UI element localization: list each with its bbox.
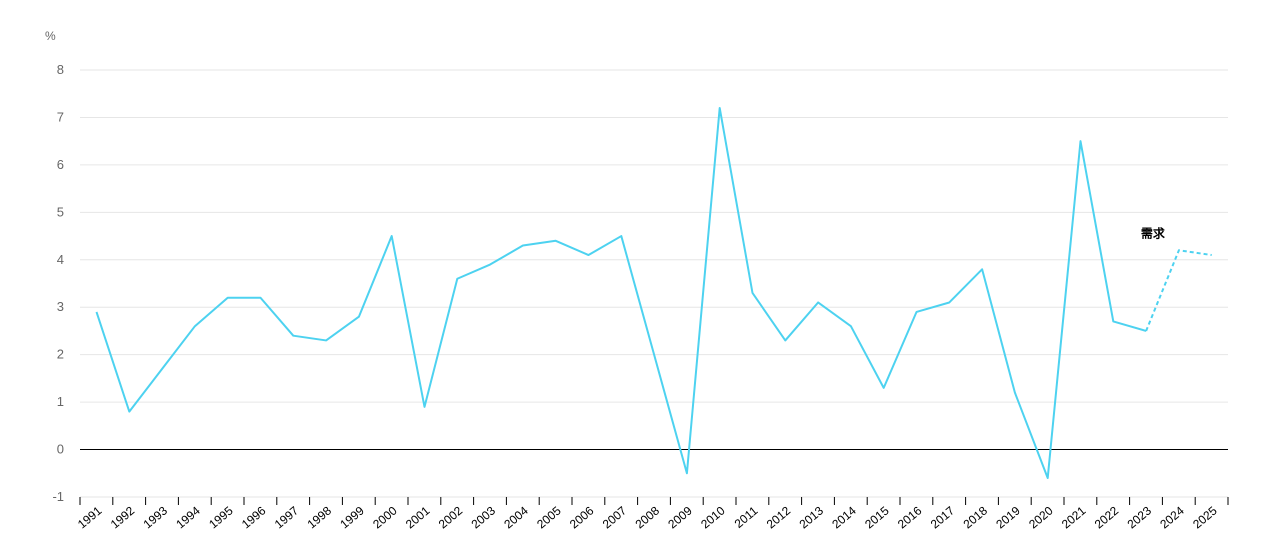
x-tick-label: 2015 (862, 503, 892, 531)
series-line-forecast (1145, 249, 1212, 332)
x-tick-label: 1994 (173, 503, 203, 531)
x-tick-label: 1993 (141, 503, 171, 531)
x-tick-label: 2006 (567, 503, 597, 531)
x-tick-label: 1995 (206, 503, 236, 531)
x-tick-label: 2011 (732, 503, 761, 531)
annotation-label: 需求 (1141, 225, 1166, 240)
series-line (95, 106, 1147, 480)
x-tick-label: 2004 (501, 503, 531, 531)
x-tick-label: 1991 (75, 503, 105, 531)
x-tick-label: 1992 (108, 503, 138, 531)
x-tick-label: 2018 (961, 503, 991, 531)
y-tick-label: 0 (57, 442, 64, 457)
x-axis: 1991 1992 1993 1994 1995 1996 1997 1998 1999 2000… (75, 497, 1229, 531)
x-tick-label: 1997 (272, 503, 302, 531)
x-tick-label: 1996 (239, 503, 269, 531)
x-tick-label: 2020 (1026, 503, 1056, 531)
x-tick-label: 2016 (895, 503, 925, 531)
x-tick-label: 2014 (829, 503, 859, 531)
y-tick-label: 5 (57, 204, 64, 219)
x-tick-label: 2009 (665, 503, 695, 531)
x-tick-label: 2003 (469, 503, 499, 531)
x-tick-label: 2013 (797, 503, 827, 531)
x-tick-label: 1999 (337, 503, 367, 531)
x-tick-label: 2001 (403, 503, 433, 531)
y-tick-label: 6 (57, 157, 64, 172)
y-tick-label: 8 (57, 62, 64, 77)
x-tick-label: 2021 (1059, 503, 1089, 531)
y-axis: -1 0 1 2 3 4 5 6 7 8 (52, 62, 64, 504)
y-tick-label: 7 (57, 109, 64, 124)
x-tick-label: 2019 (993, 503, 1023, 531)
x-tick-label: 2025 (1190, 503, 1220, 531)
x-tick-label: 2002 (436, 503, 466, 531)
x-tick-label: 2008 (633, 503, 663, 531)
x-tick-label: 2010 (698, 503, 728, 531)
x-tick-label: 2007 (600, 503, 630, 531)
x-tick-label: 2022 (1092, 503, 1122, 531)
y-tick-label: 3 (57, 299, 64, 314)
x-tick-label: 2023 (1125, 503, 1155, 531)
x-tick-label: 2017 (928, 503, 958, 531)
y-tick-label: 2 (57, 347, 64, 362)
annotations-group: 需求 (1141, 225, 1166, 240)
x-tick-label: 2005 (534, 503, 564, 531)
grid-lines (80, 69, 1228, 498)
series-group (95, 106, 1212, 480)
y-tick-label: 4 (57, 252, 64, 267)
y-tick-label: 1 (57, 394, 64, 409)
y-axis-unit-label: % (45, 29, 56, 43)
x-tick-label: 1998 (305, 503, 335, 531)
y-tick-label: -1 (52, 489, 64, 504)
x-tick-label: 2000 (370, 503, 400, 531)
x-tick-label: 2024 (1157, 503, 1187, 531)
x-tick-label: 2012 (764, 503, 794, 531)
